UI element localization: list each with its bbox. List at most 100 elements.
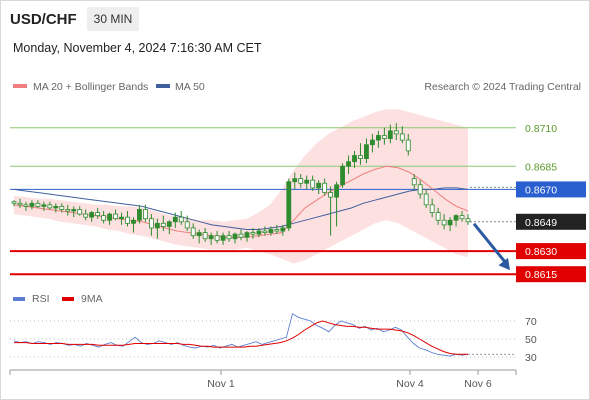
candle [47,201,53,210]
candle [370,133,375,153]
candle [393,123,399,141]
candle [29,200,35,210]
candle [405,133,411,156]
timeframe-button[interactable]: 30 MIN [86,7,140,31]
candle [11,200,17,207]
candle [310,175,316,191]
candle [202,227,208,242]
candle [364,138,369,164]
candle [334,181,339,227]
candle [220,232,226,245]
copyright-label: Research © 2024 Trading Central [424,81,581,93]
x-axis-ticks: Nov 1 Nov 4 Nov 6 [9,370,517,390]
resistance-level-label: 0.8710 [525,123,557,135]
support-level-box [516,243,586,260]
candle [375,130,381,148]
ma20-legend-swatch [13,84,27,88]
forecast-arrow [472,222,510,271]
current-price-label: 0.8649 [525,217,557,229]
candle [328,186,334,236]
candle [417,180,423,199]
candle [441,214,447,230]
candle [53,203,59,213]
candle [459,211,465,222]
ma20-legend-label: MA 20 + Bollinger Bands [33,81,148,93]
x-tick-label: Nov 6 [464,378,492,390]
candle [196,229,202,244]
candle [381,127,387,145]
candle [101,211,107,224]
candle [89,211,95,222]
candle [346,155,351,174]
pivot-level-box [516,181,586,198]
candle [268,226,274,236]
candle [143,204,148,222]
chart-header: USD/CHF 30 MIN [10,7,140,31]
forecast-arrow-shaft [472,222,508,265]
candle [71,206,77,218]
candle [304,175,310,190]
candle [119,212,124,225]
candle [286,178,292,232]
resistance-level-label: 0.8685 [525,161,557,173]
rsi-ma-legend-label: 9MA [81,293,103,305]
candle [423,189,429,208]
candle [244,231,250,242]
candle [453,214,459,227]
candle [178,211,184,225]
candle [316,180,322,195]
candle [411,174,417,190]
candle [352,150,357,168]
candle [107,212,112,225]
candle [387,124,393,144]
candle [184,215,190,232]
forecast-arrow-head [498,257,510,271]
candle [214,231,220,244]
candle [340,163,345,188]
candle [160,215,166,232]
rsi-line [13,313,469,357]
candle [154,218,160,239]
candles [11,123,471,245]
current-price-box [516,213,586,230]
ma50-legend-swatch [156,84,170,88]
rsi-panel: 70 50 30 [10,313,537,364]
candle [83,209,89,221]
candle [35,200,41,208]
ma50-legend-label: MA 50 [175,81,205,93]
x-tick-label: Nov 1 [207,378,235,390]
candle [226,231,232,242]
candle [256,227,262,238]
candle [77,206,83,216]
candle [41,201,47,211]
symbol-label: USD/CHF [10,10,77,28]
rsi-tick-label: 30 [525,352,537,364]
candle [131,217,136,233]
candle [292,172,298,190]
candle [447,217,453,232]
candle [250,227,256,239]
candle [232,232,238,244]
support-level-label: 0.8630 [525,246,557,258]
rsi-ma-legend-swatch [62,297,74,301]
candle [125,211,130,227]
candle [17,198,23,208]
candle [465,214,471,225]
pivot-level-label: 0.8670 [525,184,557,196]
candle [262,226,268,236]
candle [322,178,328,196]
rsi-tick-label: 70 [525,316,537,328]
candle [280,224,286,236]
candle [59,203,65,213]
candle [298,174,304,188]
x-tick-label: Nov 4 [396,378,424,390]
candle [166,220,172,235]
candle [435,207,441,225]
datetime-label: Monday, November 4, 2024 7:16:30 AM CET [13,41,262,55]
candle [23,201,29,211]
candle [208,232,214,245]
candle [399,126,405,144]
candle [137,204,142,224]
ma50-line [13,187,469,230]
